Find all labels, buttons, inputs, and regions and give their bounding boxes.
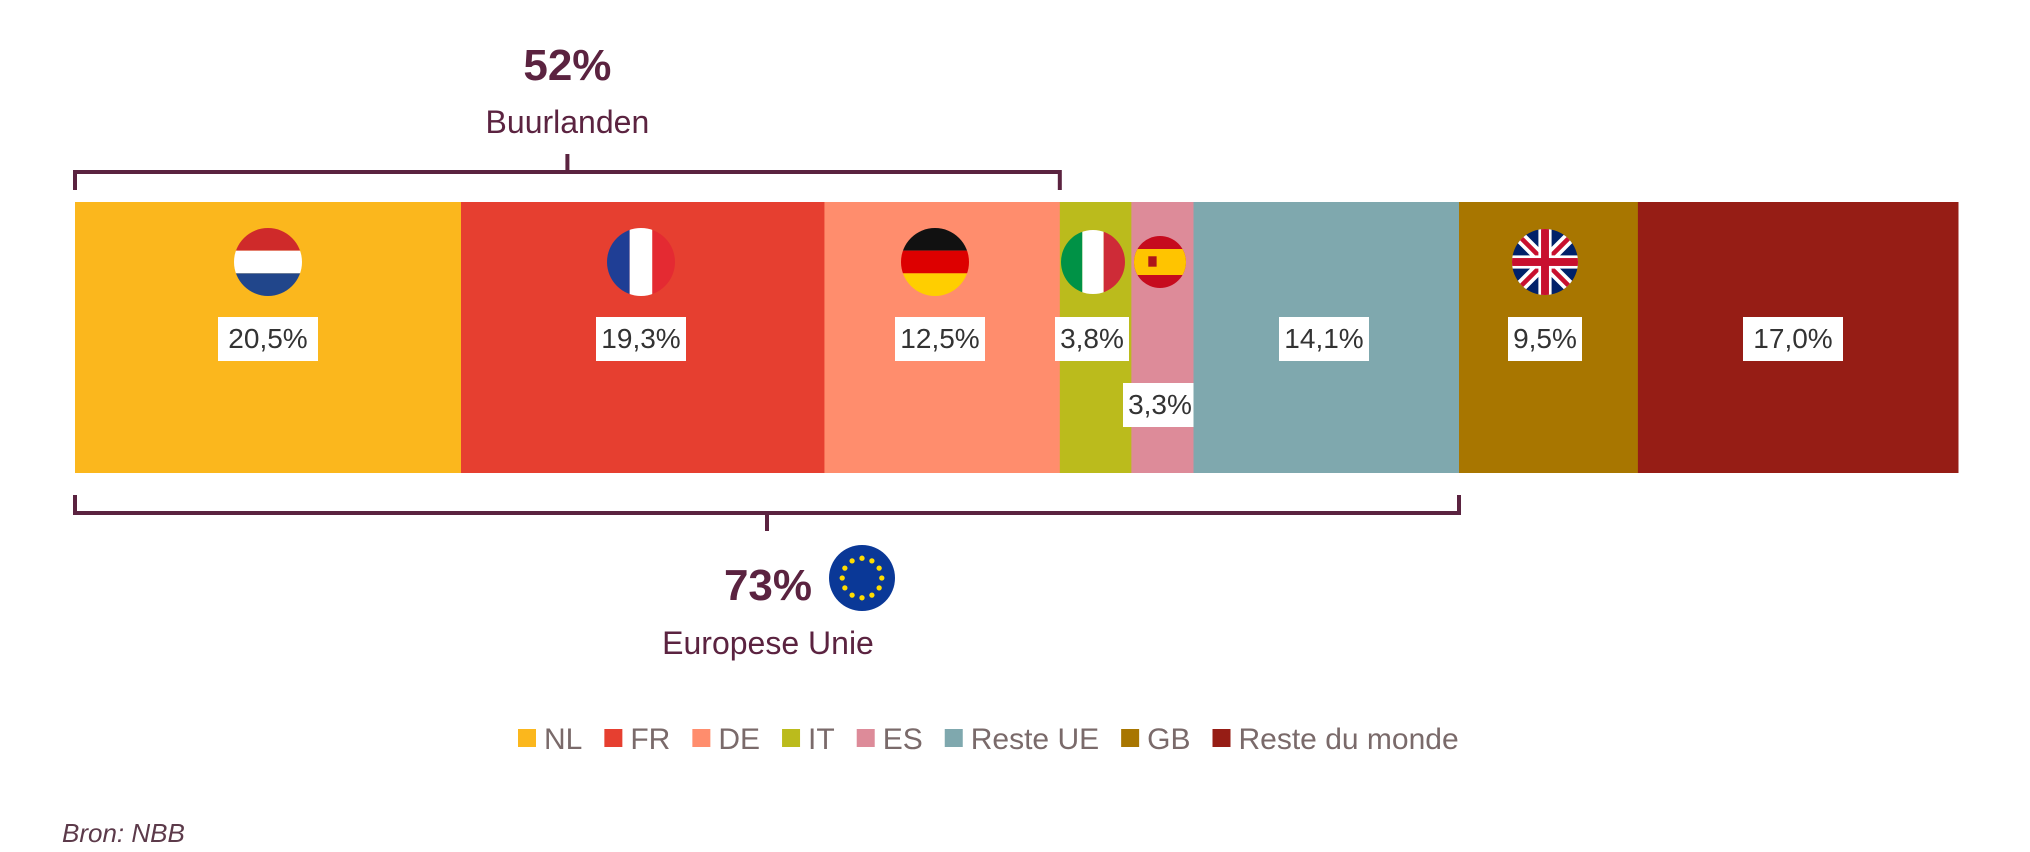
annotation-label: Buurlanden — [486, 104, 650, 140]
annotation-buurlanden: 52% Buurlanden — [73, 41, 1062, 190]
legend-swatch — [518, 729, 536, 747]
bar-segment-nl: 20,5% — [75, 202, 462, 473]
value-label: 14,1% — [1284, 323, 1363, 354]
legend: NL FR DE IT ES Reste UE GB Reste du monde — [518, 723, 1459, 756]
legend-label: DE — [718, 723, 760, 756]
legend-item: ES — [856, 723, 923, 756]
legend-label: Reste UE — [971, 723, 1099, 756]
legend-swatch — [604, 729, 623, 747]
value-label: 12,5% — [900, 323, 979, 354]
bar-segment-de: 12,5% — [824, 202, 1061, 473]
bracket-line — [73, 154, 1062, 190]
value-label-box — [895, 317, 985, 361]
annotation-label: Europese Unie — [662, 625, 874, 661]
netherlands-flag-icon — [234, 228, 302, 296]
legend-item: IT — [782, 723, 835, 756]
legend-swatch — [944, 729, 963, 747]
legend-swatch — [856, 729, 875, 747]
bar-segment-fr: 19,3% — [461, 202, 825, 473]
spain-flag-icon — [1134, 236, 1186, 288]
legend-swatch — [1212, 729, 1231, 747]
value-label: 3,3% — [1128, 389, 1192, 420]
united-kingdom-flag-icon — [1512, 229, 1578, 295]
legend-swatch — [782, 729, 801, 747]
value-label-box — [1743, 317, 1843, 361]
value-label: 19,3% — [601, 323, 680, 354]
bracket-line — [73, 495, 1462, 531]
legend-label: FR — [630, 723, 670, 756]
annotation-eu: 73% Europese Unie — [73, 495, 1462, 661]
eu-flag-icon — [829, 545, 895, 611]
bar-segment-reste-ue: 14,1% — [1193, 202, 1460, 473]
legend-item: DE — [692, 723, 760, 756]
legend-swatch — [1121, 729, 1140, 747]
legend-label: GB — [1147, 723, 1190, 756]
bar-segment-gb: 9,5% — [1459, 202, 1639, 473]
legend-label: Reste du monde — [1239, 723, 1459, 756]
value-label-box — [596, 317, 686, 361]
germany-flag-icon — [901, 228, 969, 296]
france-flag-icon — [607, 228, 675, 296]
legend-label: NL — [544, 723, 582, 756]
value-label-box — [1055, 317, 1129, 361]
bar-segment-es: 3,3% — [1123, 202, 1197, 473]
italy-flag-icon — [1061, 230, 1125, 294]
source-note: Bron: NBB — [62, 818, 185, 848]
legend-label: ES — [883, 723, 923, 756]
value-label-box — [1123, 383, 1197, 427]
value-label: 9,5% — [1513, 323, 1577, 354]
value-label: 20,5% — [228, 323, 307, 354]
legend-item: FR — [604, 723, 670, 756]
legend-label: IT — [808, 723, 835, 756]
value-label-box — [218, 317, 318, 361]
bar-stack: 20,5% 19,3% 12,5% 3,8% 3,3% 14,1% 9,5% 17,0% — [75, 202, 1959, 473]
legend-swatch — [692, 729, 711, 747]
legend-item: Reste du monde — [1212, 723, 1459, 756]
legend-item: NL — [518, 723, 582, 756]
value-label: 3,8% — [1060, 323, 1124, 354]
legend-item: GB — [1121, 723, 1191, 756]
bar-segment-it: 3,8% — [1055, 202, 1132, 473]
value-label-box — [1508, 317, 1582, 361]
value-label: 17,0% — [1753, 323, 1832, 354]
annotation-value: 52% — [523, 41, 611, 90]
value-label-box — [1279, 317, 1369, 361]
annotation-brackets: 52% Buurlanden 73% Europese Unie — [73, 41, 1462, 661]
legend-item: Reste UE — [944, 723, 1099, 756]
annotation-value: 73% — [724, 561, 812, 610]
bar-segment-reste-du-monde: 17,0% — [1637, 202, 1959, 473]
